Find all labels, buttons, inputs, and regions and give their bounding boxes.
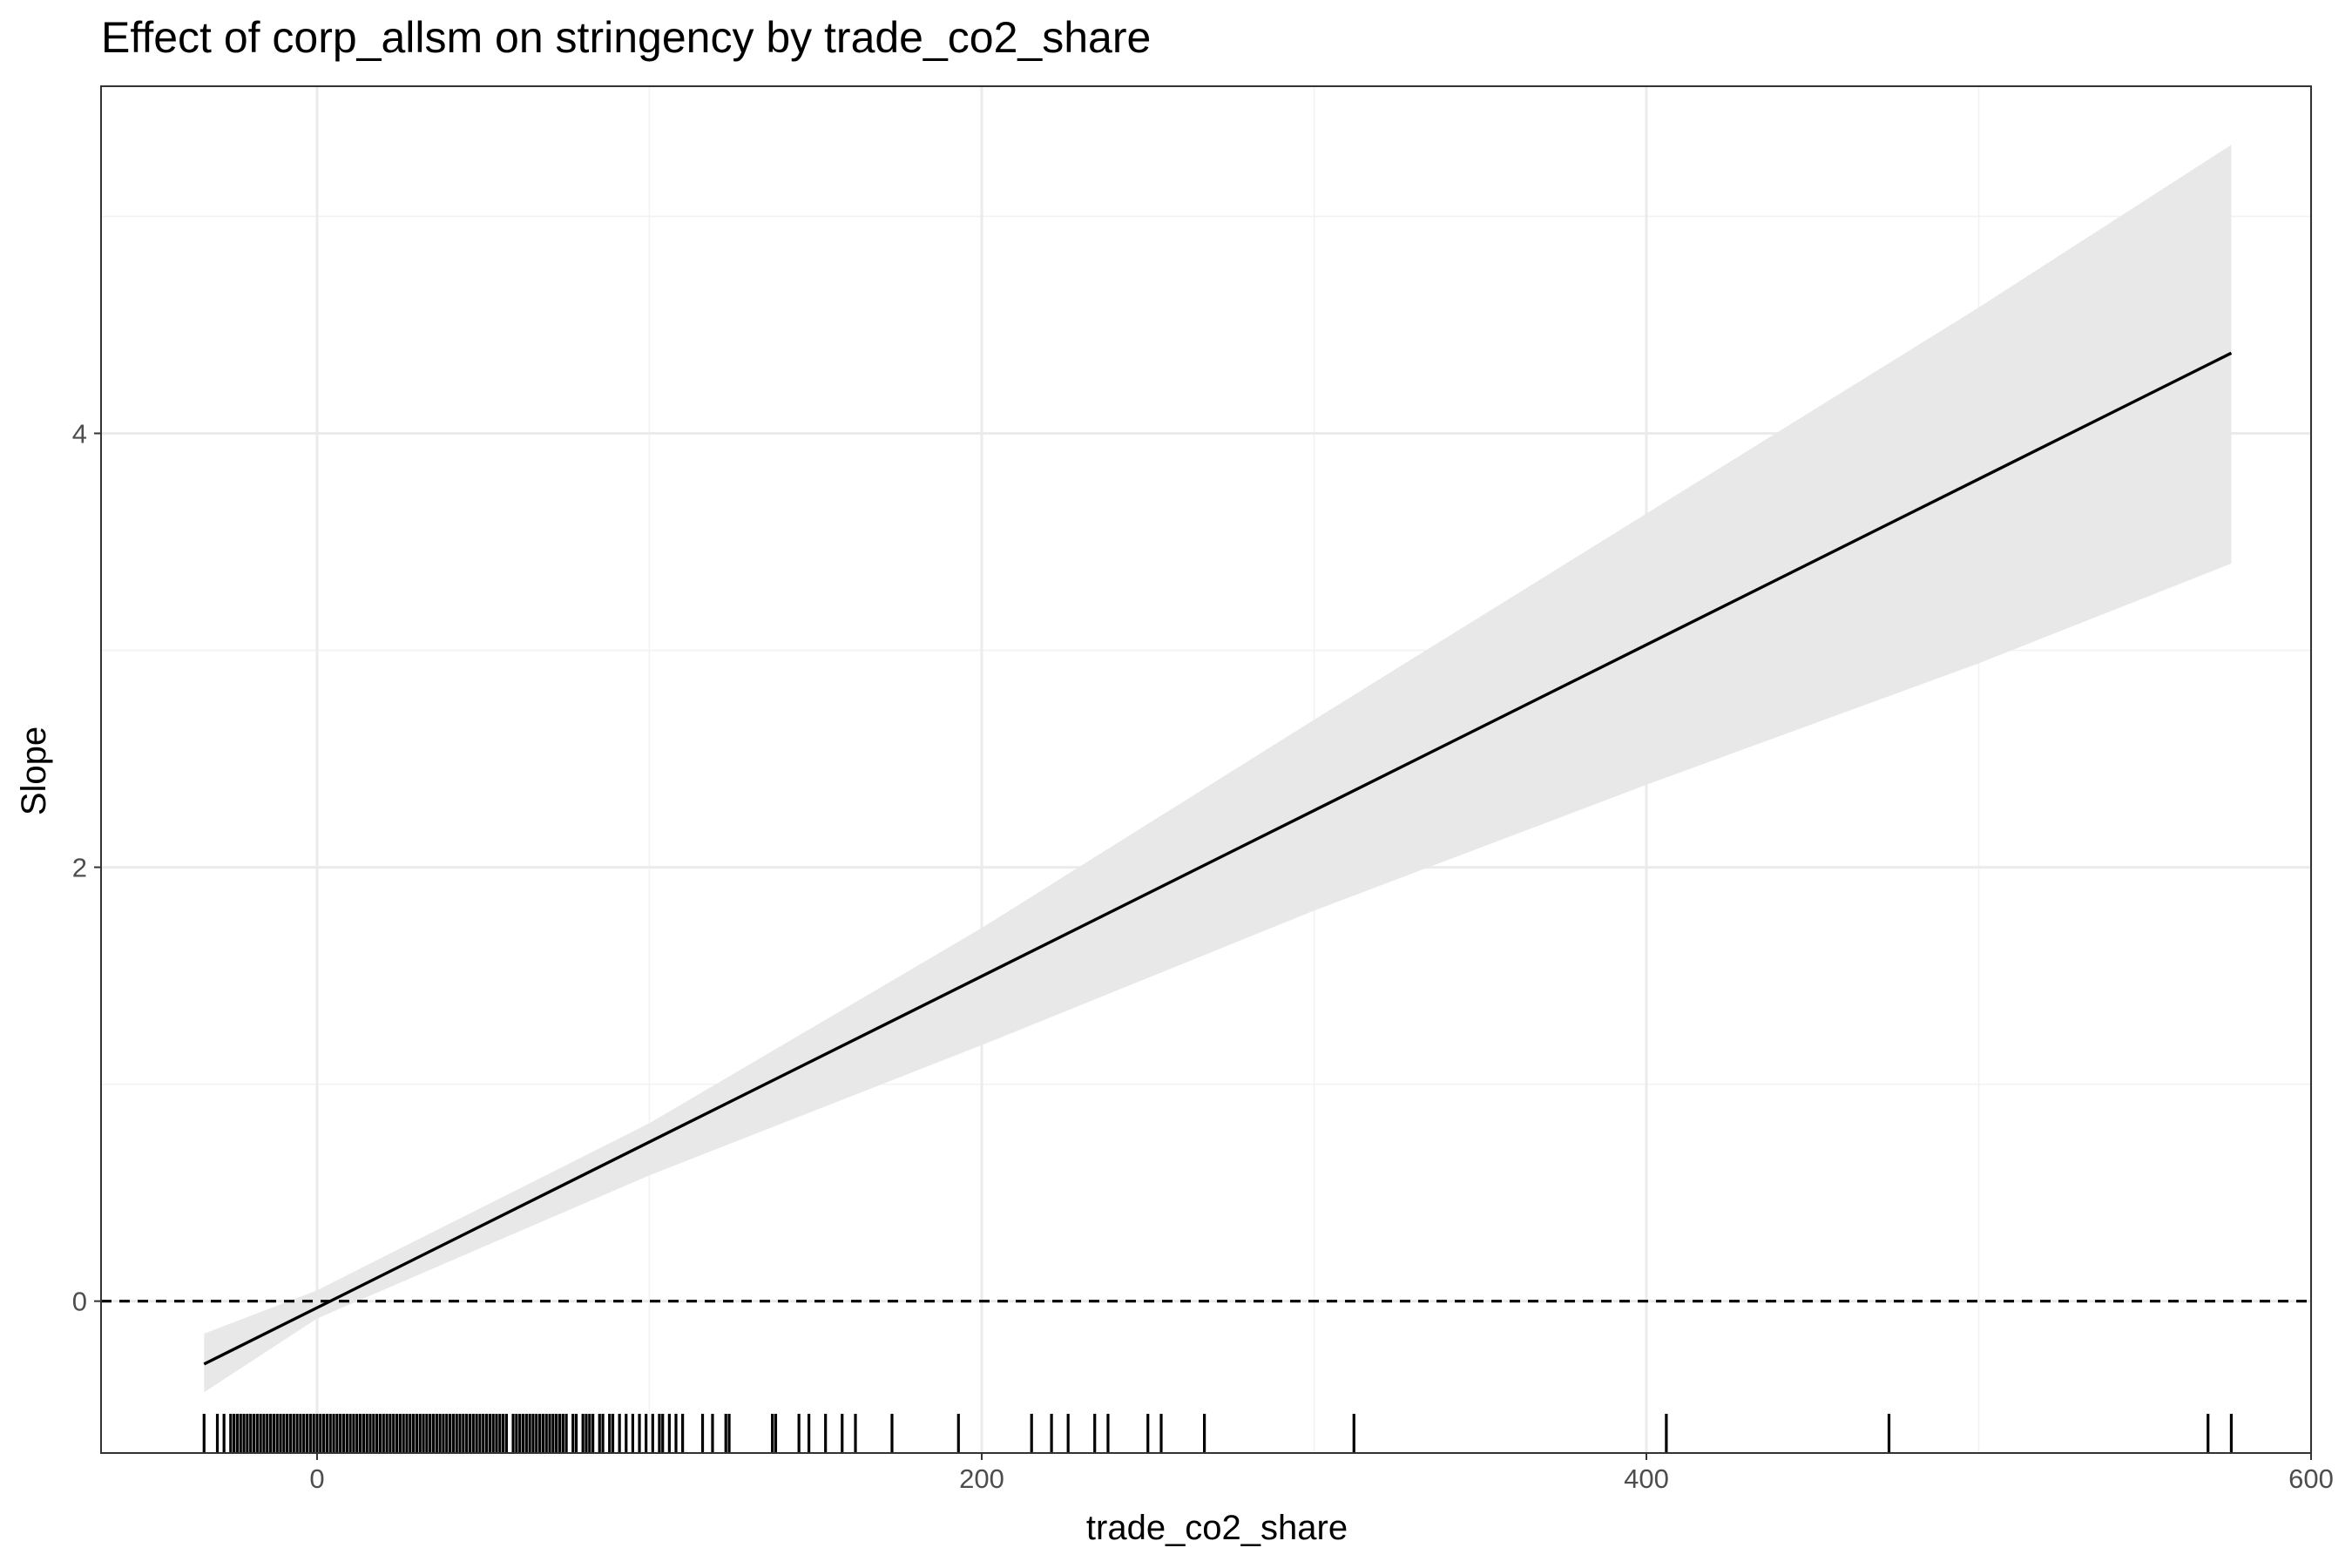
rug-marks [202,1414,2234,1453]
x-axis: 0 200 400 600 [309,1453,2334,1494]
slope-line [203,351,2233,1366]
x-tick-label: 400 [1624,1463,1669,1494]
y-tick-label: 0 [72,1287,87,1317]
slope-line-layer [203,351,2233,1366]
chart-title: Effect of corp_allsm on stringency by tr… [101,13,1151,62]
panel-border [100,85,2312,1454]
confidence-band-layer [204,145,2232,1393]
x-tick-label: 200 [959,1463,1004,1494]
confidence-band [204,145,2232,1393]
x-axis-title: trade_co2_share [1086,1509,1348,1547]
y-tick-label: 4 [72,418,87,449]
y-axis-title: Slope [15,727,53,815]
y-axis: 0 2 4 [72,418,101,1317]
x-tick-label: 600 [2288,1463,2334,1494]
x-tick-label: 0 [309,1463,324,1494]
y-tick-label: 2 [72,853,87,883]
